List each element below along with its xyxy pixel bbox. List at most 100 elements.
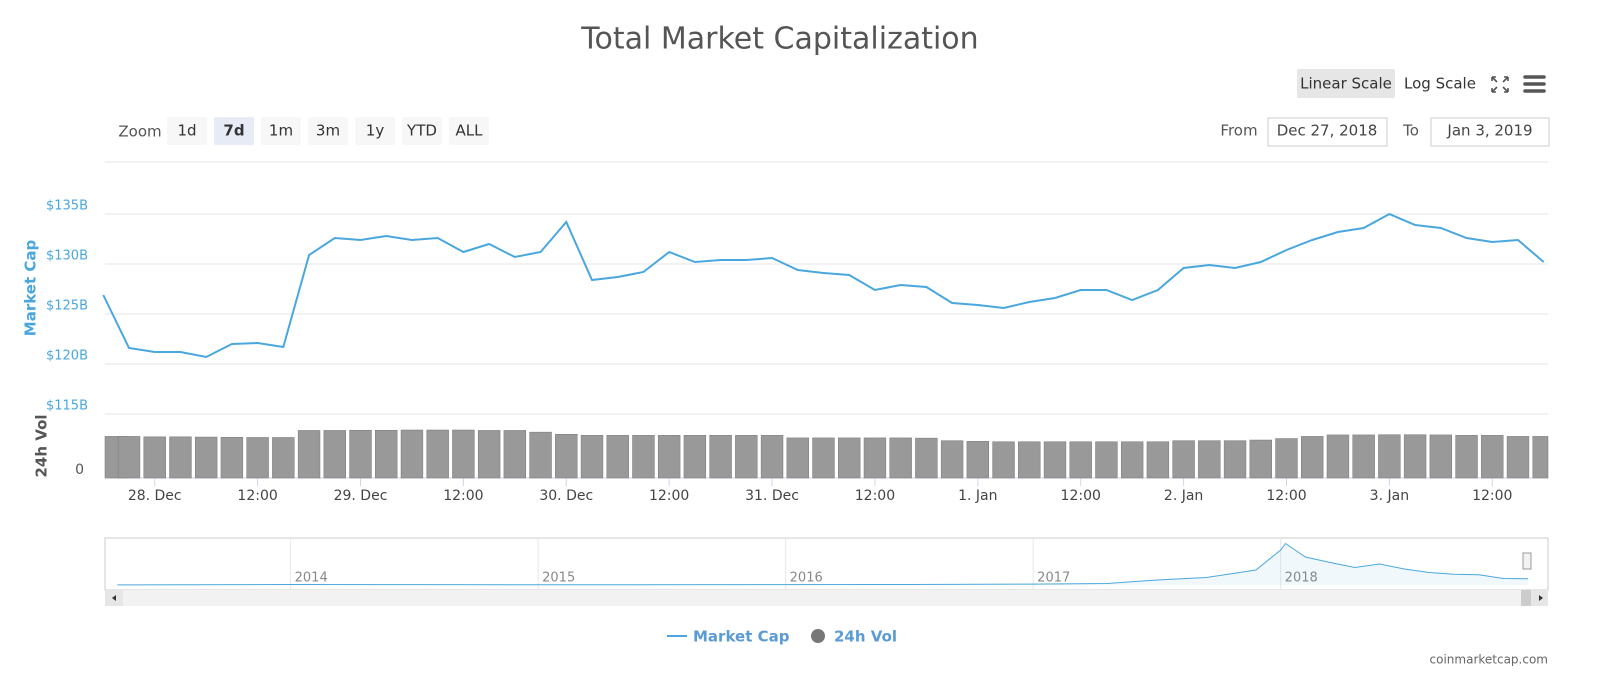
volume-bar (1198, 440, 1221, 479)
to-input[interactable] (1430, 117, 1550, 147)
volume-bar (1455, 435, 1478, 479)
zoom-button[interactable] (214, 117, 254, 145)
volume-bar (992, 441, 1015, 479)
zoom-button-label: 7d (223, 122, 244, 140)
volume-bar (1043, 441, 1067, 479)
scale-button-label: Log Scale (1404, 75, 1476, 93)
zoom-button-label: ALL (456, 122, 484, 140)
volume-bar (143, 436, 166, 479)
volume-bar (555, 434, 578, 479)
zoom-button[interactable] (355, 117, 395, 145)
volume-bar (1146, 441, 1170, 479)
y-tick-label: $135B (46, 199, 88, 214)
volume-bar (323, 430, 346, 479)
scroll-right-arrow (1539, 595, 1543, 601)
zoom-button-label: 1m (269, 122, 293, 140)
volume-bar (709, 435, 732, 479)
volume-bar (1481, 435, 1504, 479)
y-tick-label: $115B (46, 399, 88, 414)
volume-bar (426, 429, 449, 479)
scroll-left-arrow (112, 595, 116, 601)
fullscreen-button[interactable] (1491, 76, 1509, 93)
scale-button[interactable] (1297, 69, 1395, 98)
volume-bar (760, 435, 784, 479)
volume-bar (1378, 434, 1401, 479)
to-label: To (1402, 122, 1419, 140)
legend-label[interactable]: 24h Vol (834, 628, 897, 646)
volume-bar (1352, 434, 1375, 479)
volume-bar (1120, 441, 1144, 479)
navigator-label: 2015 (542, 571, 575, 586)
legend-symbol (811, 629, 825, 643)
volume-bar (863, 437, 887, 479)
volume-bar (915, 437, 938, 479)
zoom-button[interactable] (402, 117, 442, 145)
volume-bar (400, 429, 424, 479)
y-tick-label: $130B (46, 249, 88, 264)
volume-bar (1249, 439, 1272, 479)
x-tick-label: 12:00 (855, 488, 895, 504)
zoom-label: Zoom (118, 123, 161, 141)
zoom-button[interactable] (261, 117, 301, 145)
volume-bar (580, 435, 604, 479)
volume-bar (1069, 441, 1092, 479)
chart-title: Total Market Capitalization (580, 22, 978, 57)
x-tick-label: 12:00 (1266, 488, 1306, 504)
volume-bar (1301, 436, 1324, 479)
volume-bar (1403, 434, 1427, 479)
scrollbar[interactable] (105, 590, 1548, 606)
volume-bar (683, 435, 707, 479)
volume-bar (966, 441, 990, 479)
scale-button-label: Linear Scale (1300, 75, 1392, 93)
volume-bar (452, 429, 475, 479)
market-cap-line (102, 212, 1545, 359)
navigator-label: 2017 (1037, 571, 1070, 586)
zoom-button-label: 3m (316, 122, 340, 140)
scale-button[interactable] (1399, 69, 1481, 98)
y-tick-label: $120B (46, 349, 88, 364)
x-tick-label: 12:00 (237, 488, 277, 504)
menu-button[interactable] (1523, 75, 1546, 93)
volume-bar (1018, 441, 1041, 479)
zoom-button[interactable] (308, 117, 348, 145)
y-tick-label: $125B (46, 299, 88, 314)
volume-bar (812, 437, 835, 479)
y2-tick-label: 0 (75, 462, 84, 478)
volume-bar (1275, 438, 1298, 479)
navigator-area (117, 543, 1529, 585)
volume-bar (1223, 440, 1247, 479)
x-tick-label: 2. Jan (1164, 488, 1203, 504)
navigator-handle[interactable] (1522, 552, 1532, 570)
volume-bar (375, 429, 398, 479)
navigator-line (117, 542, 1529, 586)
volume-bar (1172, 440, 1195, 479)
volume-bar (1506, 436, 1530, 479)
x-tick-label: 12:00 (1472, 488, 1512, 504)
volume-bar (246, 437, 269, 479)
navigator-label: 2016 (790, 571, 823, 586)
zoom-button[interactable] (167, 117, 207, 145)
x-tick-label: 30. Dec (539, 488, 593, 504)
scroll-thumb[interactable] (1521, 590, 1531, 606)
x-tick-label: 3. Jan (1370, 488, 1409, 504)
zoom-button[interactable] (449, 117, 489, 145)
volume-bar (940, 440, 964, 479)
volume-bar (503, 430, 527, 479)
from-input[interactable] (1267, 117, 1388, 147)
volume-bar (272, 437, 295, 479)
volume-bar (1095, 441, 1118, 479)
y-axis-title: Market Cap (22, 240, 40, 337)
x-tick-label: 28. Dec (128, 488, 182, 504)
volume-bar (477, 430, 501, 479)
legend-label[interactable]: Market Cap (693, 628, 790, 646)
navigator-label: 2018 (1285, 571, 1318, 586)
volume-bar (657, 435, 681, 479)
volume-bar (1429, 434, 1453, 479)
volume-bar (735, 435, 758, 479)
volume-bar (606, 435, 629, 479)
navigator-label: 2014 (295, 571, 328, 586)
from-value: Dec 27, 2018 (1277, 122, 1378, 140)
zoom-button-label: 1d (177, 122, 196, 140)
zoom-button-label: 1y (366, 122, 385, 140)
